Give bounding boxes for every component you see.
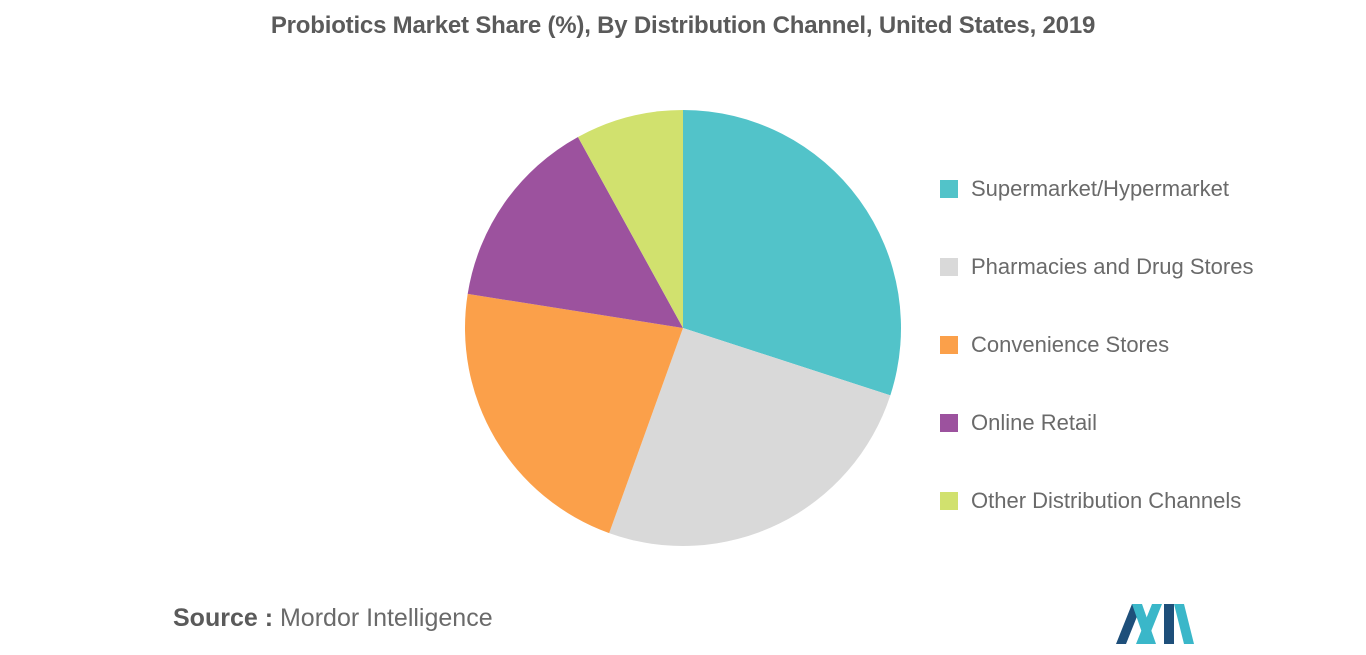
legend-swatch bbox=[940, 180, 958, 198]
legend-item: Pharmacies and Drug Stores bbox=[940, 228, 1253, 306]
source-text: Mordor Intelligence bbox=[279, 604, 493, 632]
legend-swatch bbox=[940, 492, 958, 510]
mordor-intelligence-logo-icon bbox=[1116, 604, 1194, 644]
legend-label: Supermarket/Hypermarket bbox=[971, 176, 1229, 201]
source-label: Source : bbox=[173, 604, 274, 632]
pie-slice-other-distribution-channels bbox=[577, 110, 683, 328]
pie-chart bbox=[465, 110, 901, 546]
legend-item: Online Retail bbox=[940, 384, 1253, 462]
source-note: Source : Mordor Intelligence bbox=[173, 604, 493, 633]
chart-title: Probiotics Market Share (%), By Distribu… bbox=[270, 12, 1096, 39]
legend-label: Pharmacies and Drug Stores bbox=[971, 254, 1254, 279]
legend-item: Supermarket/Hypermarket bbox=[940, 150, 1253, 228]
pie-slice-convenience-stores bbox=[465, 293, 683, 534]
legend-item: Convenience Stores bbox=[940, 306, 1253, 384]
pie-slice-pharmacies-and-drug-stores bbox=[609, 328, 891, 546]
legend-label: Online Retail bbox=[971, 410, 1097, 435]
chart-legend: Supermarket/Hypermarket Pharmacies and Dr… bbox=[940, 150, 1253, 540]
legend-item: Other Distribution Channels bbox=[940, 462, 1253, 540]
pie-slice-online-retail bbox=[467, 136, 683, 328]
pie-slice-supermarket-hypermarket bbox=[683, 110, 901, 396]
legend-swatch bbox=[940, 414, 958, 432]
legend-label: Other Distribution Channels bbox=[971, 488, 1242, 513]
legend-label: Convenience Stores bbox=[971, 332, 1170, 357]
legend-swatch bbox=[940, 336, 958, 354]
legend-swatch bbox=[940, 258, 958, 276]
